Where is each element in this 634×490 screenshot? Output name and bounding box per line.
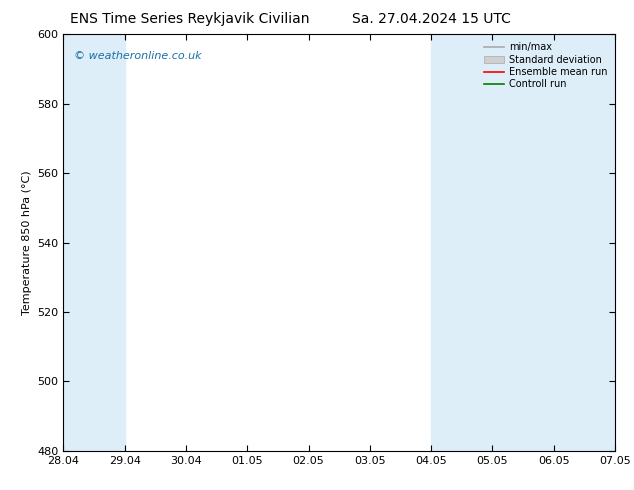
Y-axis label: Temperature 850 hPa (°C): Temperature 850 hPa (°C) bbox=[22, 170, 32, 315]
Bar bbox=[553, 34, 615, 451]
Text: © weatheronline.co.uk: © weatheronline.co.uk bbox=[74, 51, 202, 61]
Bar bbox=[493, 34, 553, 451]
Legend: min/max, Standard deviation, Ensemble mean run, Controll run: min/max, Standard deviation, Ensemble me… bbox=[481, 39, 610, 92]
Text: ENS Time Series Reykjavik Civilian: ENS Time Series Reykjavik Civilian bbox=[70, 12, 310, 26]
Text: Sa. 27.04.2024 15 UTC: Sa. 27.04.2024 15 UTC bbox=[352, 12, 510, 26]
Bar bbox=[431, 34, 493, 451]
Bar bbox=[63, 34, 125, 451]
